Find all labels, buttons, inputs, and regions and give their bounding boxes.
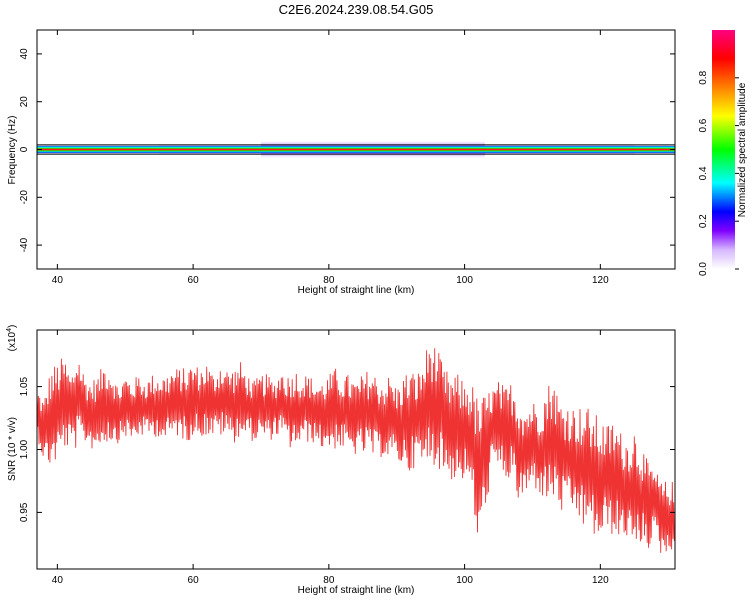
spectrogram-xlabel: Height of straight line (km) xyxy=(298,285,415,296)
x-tick-label: 120 xyxy=(592,575,609,586)
figure-title: C2E6.2024.239.08.54.G05 xyxy=(279,2,434,17)
heatmap-image xyxy=(37,140,675,159)
y-tick-label: 0.95 xyxy=(19,502,30,522)
y-tick-label: -20 xyxy=(19,190,30,205)
y-tick-label: 40 xyxy=(19,48,30,60)
x-tick-label: 100 xyxy=(456,575,473,586)
colorbar-tick-label: 0.6 xyxy=(698,118,709,132)
colorbar-tick-label: 0.0 xyxy=(698,262,709,276)
colorbar-label: Normalized spectral amplitude xyxy=(737,82,748,217)
colorbar-ticks: 0.0 0.2 0.4 0.6 0.8 xyxy=(698,70,739,276)
y-tick-label: 0 xyxy=(19,146,30,152)
snr-multiplier: (x104) xyxy=(6,325,18,352)
snr-axes: 40 60 80 100 120 0.95 1.00 1.05 xyxy=(19,330,675,586)
x-tick-label: 80 xyxy=(323,275,335,286)
x-tick-label: 60 xyxy=(188,275,200,286)
snr-xlabel: Height of straight line (km) xyxy=(298,585,415,596)
frequency-band xyxy=(37,145,675,154)
x-tick-label: 40 xyxy=(52,275,64,286)
snr-line-series xyxy=(37,348,675,553)
y-tick-label: -40 xyxy=(19,237,30,252)
y-tick-label: 1.00 xyxy=(19,439,30,459)
colorbar-tick-label: 0.4 xyxy=(698,166,709,180)
snr-ylabel: SNR (10 * v/v) xyxy=(7,417,18,481)
y-tick-label: 1.05 xyxy=(19,376,30,396)
x-tick-label: 100 xyxy=(456,275,473,286)
spectrogram-ylabel: Frequency (Hz) xyxy=(7,116,18,185)
spectrogram-axes: 40 60 80 100 120 -40 -20 0 20 40 xyxy=(19,30,675,286)
x-tick-label: 120 xyxy=(592,275,609,286)
x-tick-label: 80 xyxy=(323,575,335,586)
colorbar-tick-label: 0.8 xyxy=(698,70,709,84)
snr-line xyxy=(37,348,675,553)
x-tick-label: 60 xyxy=(188,575,200,586)
y-tick-label: 20 xyxy=(19,96,30,108)
colorbar xyxy=(712,30,735,269)
x-tick-label: 40 xyxy=(52,575,64,586)
colorbar-tick-label: 0.2 xyxy=(698,214,709,228)
